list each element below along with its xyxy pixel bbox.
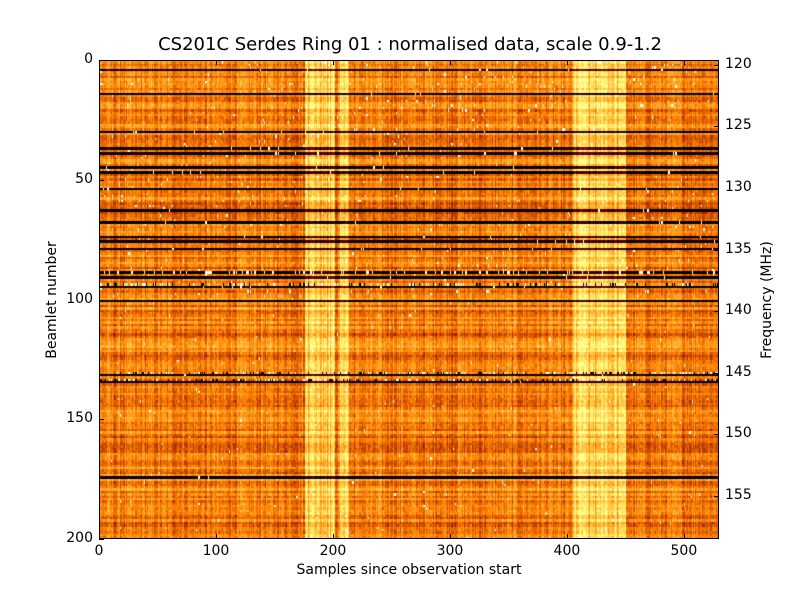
- x-tick: [683, 60, 685, 65]
- x-tick-label: 400: [553, 543, 581, 559]
- y2-tick-label: 130: [725, 179, 752, 196]
- y-tick-label: 150: [66, 410, 93, 427]
- x-tick: [99, 534, 100, 539]
- y2-tick: [714, 311, 719, 313]
- y2-tick-label: 150: [725, 425, 752, 442]
- y-tick: [99, 539, 104, 540]
- y-axis-label: Beamlet number: [44, 241, 60, 359]
- x-tick: [566, 60, 568, 65]
- y2-tick-label: 135: [725, 240, 752, 257]
- x-tick-label: 300: [436, 543, 464, 559]
- x-tick: [449, 534, 451, 539]
- y-tick-label: 50: [75, 170, 93, 187]
- x-tick: [99, 60, 100, 65]
- y2-tick: [714, 188, 719, 190]
- y-tick: [99, 179, 104, 181]
- y2-tick: [714, 64, 719, 66]
- plot-area: [99, 60, 719, 539]
- x-tick: [215, 534, 217, 539]
- y-tick: [99, 60, 104, 61]
- y2-tick-label: 145: [725, 363, 752, 380]
- chart-title: CS201C Serdes Ring 01 : normalised data,…: [158, 34, 662, 55]
- y2-tick-label: 155: [725, 486, 752, 503]
- y2-tick: [714, 249, 719, 251]
- y2-tick: [714, 495, 719, 497]
- x-tick: [332, 534, 334, 539]
- x-tick-label: 100: [202, 543, 230, 559]
- heatmap-image: [100, 61, 718, 538]
- y-tick-label: 100: [66, 290, 93, 307]
- y2-tick-label: 140: [725, 302, 752, 319]
- x-tick: [332, 60, 334, 65]
- y2-axis-label: Frequency (MHz): [759, 241, 775, 359]
- y-tick: [99, 299, 104, 301]
- y2-tick: [714, 126, 719, 128]
- y-tick-label: 200: [66, 530, 93, 546]
- y2-tick-label: 120: [725, 55, 752, 72]
- x-tick: [449, 60, 451, 65]
- y-tick: [99, 419, 104, 421]
- y-tick-label: 0: [84, 51, 93, 67]
- x-tick: [215, 60, 217, 65]
- x-tick-label: 500: [670, 543, 698, 559]
- y2-tick-label: 125: [725, 117, 752, 134]
- x-tick: [566, 534, 568, 539]
- x-axis-label: Samples since observation start: [296, 562, 522, 578]
- y2-tick: [714, 372, 719, 374]
- y2-tick: [714, 434, 719, 436]
- x-tick: [683, 534, 685, 539]
- x-tick-label: 200: [319, 543, 347, 559]
- x-tick-label: 0: [94, 543, 104, 559]
